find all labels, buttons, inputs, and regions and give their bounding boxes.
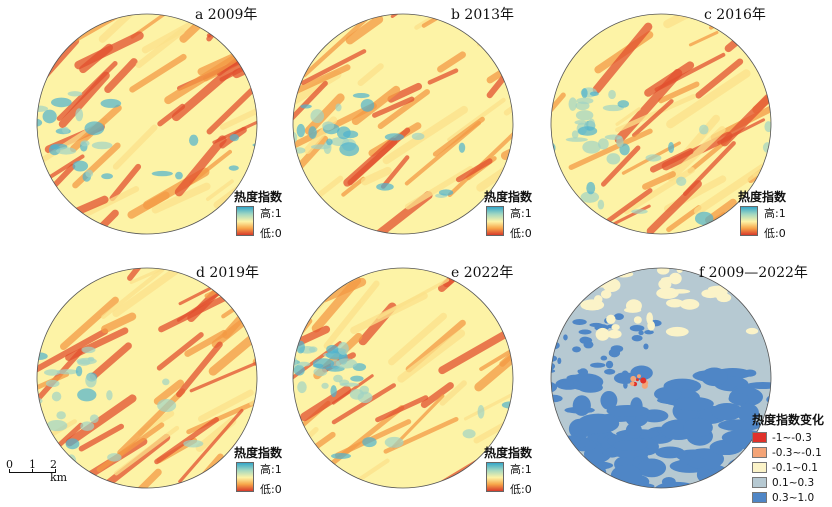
heat-legend-high-label: 高:1 [510,207,532,220]
change-class-label: 0.1~0.3 [772,476,815,489]
heat-color-ramp [236,462,254,492]
change-class-label: -1~-0.3 [772,431,812,444]
heat-legend-high-label: 高:1 [260,207,282,220]
heat-legend-high-label: 高:1 [764,207,786,220]
change-class-1: -1~-0.3 [752,430,824,445]
change-class-2: -0.3~-0.1 [752,445,824,460]
heat-legend-title: 热度指数 [234,190,283,204]
heat-legend-title: 热度指数 [738,190,787,204]
scale-tick [32,469,33,473]
heat-legend-a: 热度指数 高:1 低:0 [234,188,283,240]
heat-map-a [36,13,258,235]
scale-label-2: 2 km [50,458,68,484]
heat-legend-title: 热度指数 [484,446,533,460]
heat-color-ramp [486,462,504,492]
scale-bar: 0 1 2 km [6,458,67,484]
heat-legend-title: 热度指数 [234,446,283,460]
change-class-label: 0.3~1.0 [772,491,815,504]
change-class-swatch [752,447,767,458]
heat-legend-c: 热度指数 高:1 低:0 [738,188,787,240]
change-class-swatch [752,477,767,488]
heat-legend-high-label: 高:1 [260,463,282,476]
heat-legend-low-label: 低:0 [260,483,282,496]
change-class-swatch [752,462,767,473]
change-class-5: 0.3~1.0 [752,490,824,505]
heat-legend-e: 热度指数 高:1 低:0 [484,444,533,496]
heat-map-d [36,267,258,489]
scale-label-1: 1 [29,458,36,471]
heat-map-b [292,13,514,235]
heat-legend-title: 热度指数 [484,190,533,204]
change-legend-title: 热度指数变化 [752,413,825,427]
panel-title-f: f 2009—2022年 [699,265,808,281]
heat-color-ramp [486,206,504,236]
panel-title-c: c 2016年 [704,7,766,23]
heat-map-c [550,13,772,235]
map-panel-c: c 2016年 热度指数 高:1 低:0 [526,2,796,252]
heat-map-e [292,267,514,489]
heat-legend-low-label: 低:0 [510,483,532,496]
map-panel-a: a 2009年 热度指数 高:1 低:0 [12,2,282,252]
panel-title-b: b 2013年 [451,7,515,23]
scale-tick [9,469,10,473]
change-class-3: -0.1~0.1 [752,460,824,475]
change-class-swatch [752,492,767,503]
heat-legend-b: 热度指数 高:1 低:0 [484,188,533,240]
heat-legend-high-label: 高:1 [510,463,532,476]
change-class-swatch [752,432,767,443]
scale-tick [55,469,56,473]
map-panel-d: d 2019年 热度指数 高:1 低:0 [12,256,282,506]
panel-title-a: a 2009年 [195,7,258,23]
heat-legend-low-label: 低:0 [260,227,282,240]
map-panel-e: e 2022年 热度指数 高:1 低:0 [268,256,538,506]
change-legend: 热度指数变化 -1~-0.3 -0.3~-0.1 -0.1~0.1 0.1~0.… [752,411,824,505]
heat-color-ramp [236,206,254,236]
panel-title-d: d 2019年 [196,265,260,281]
panel-title-e: e 2022年 [451,265,514,281]
heat-legend-low-label: 低:0 [764,227,786,240]
change-class-label: -0.1~0.1 [772,461,818,474]
scale-label-0: 0 [6,458,13,471]
change-class-label: -0.3~-0.1 [772,446,822,459]
heat-legend-d: 热度指数 高:1 低:0 [234,444,283,496]
heat-legend-low-label: 低:0 [510,227,532,240]
heat-color-ramp [740,206,758,236]
change-class-4: 0.1~0.3 [752,475,824,490]
map-panel-b: b 2013年 热度指数 高:1 低:0 [268,2,538,252]
